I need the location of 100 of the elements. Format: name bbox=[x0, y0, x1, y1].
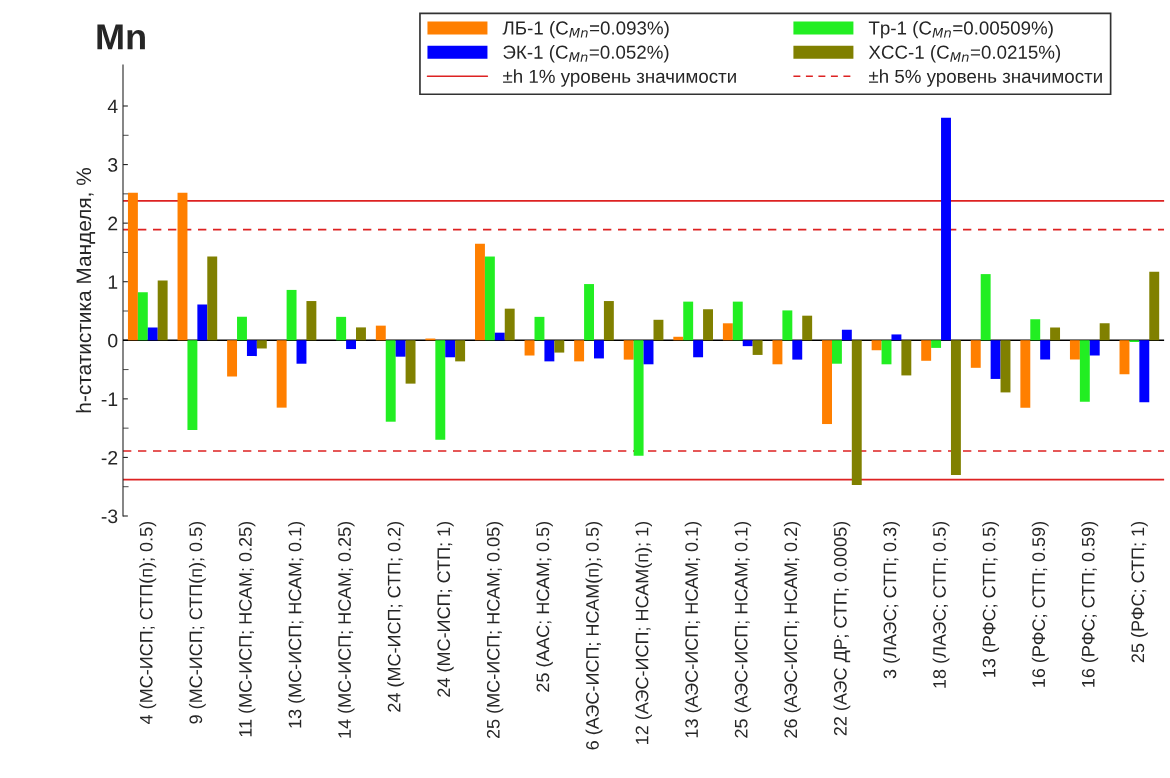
bar bbox=[435, 340, 446, 440]
x-tick-label: 16 (РФС; СТП; 0.59) bbox=[1081, 521, 1099, 687]
bar bbox=[227, 340, 238, 377]
bar bbox=[1139, 340, 1150, 403]
bar bbox=[177, 192, 188, 341]
bar bbox=[752, 340, 763, 355]
bar bbox=[831, 340, 842, 364]
x-tick-label: 13 (РФС; СТП; 0.5) bbox=[982, 521, 1000, 677]
bar bbox=[594, 340, 604, 359]
bar bbox=[703, 309, 713, 341]
bar bbox=[742, 340, 753, 347]
x-tick-label: 25 (МС-ИСП; НСАМ; 0.05) bbox=[486, 521, 504, 739]
y-tick-label: 3 bbox=[108, 158, 118, 172]
bar bbox=[970, 340, 981, 368]
bar bbox=[157, 280, 168, 341]
bar bbox=[385, 340, 396, 422]
bar bbox=[504, 308, 515, 341]
bar bbox=[1050, 327, 1061, 341]
y-tick-label: -1 bbox=[101, 392, 118, 406]
x-tick-label: 16 (РФС; СТП; 0.59) bbox=[1031, 521, 1049, 687]
bar bbox=[356, 327, 366, 341]
bar bbox=[286, 289, 297, 341]
bar bbox=[792, 340, 803, 360]
x-tick-label: 14 (МС-ИСП; НСАМ; 0.25) bbox=[337, 521, 355, 738]
bar bbox=[395, 340, 406, 357]
bar bbox=[772, 340, 783, 365]
bar bbox=[722, 323, 733, 341]
bar bbox=[256, 340, 267, 349]
bar bbox=[306, 301, 317, 341]
bar bbox=[544, 340, 555, 362]
legend-label: ±h 1% уровень значимости bbox=[503, 69, 736, 87]
bar bbox=[147, 327, 158, 341]
bar bbox=[732, 301, 743, 341]
y-tick-label: 0 bbox=[108, 333, 118, 348]
bar bbox=[276, 340, 287, 408]
x-tick-label: 11 (МС-ИСП; НСАМ; 0.25) bbox=[238, 521, 256, 737]
x-tick-label: 9 (МС-ИСП; СТП(п); 0.5) bbox=[188, 521, 206, 724]
bar bbox=[197, 304, 208, 341]
y-tick-label: -3 bbox=[101, 509, 118, 524]
bar bbox=[851, 340, 862, 485]
chart-title: Mn bbox=[97, 24, 145, 50]
bar bbox=[603, 301, 614, 341]
x-tick-label: 12 (АЭС-ИСП; НСАМ(п); 1) bbox=[635, 521, 652, 744]
bar bbox=[246, 340, 257, 357]
bar bbox=[1000, 340, 1011, 393]
bar bbox=[941, 117, 951, 341]
bar bbox=[841, 329, 852, 341]
x-tick-label: 3 (ЛАЭС; СТП; 0.3) bbox=[883, 521, 900, 679]
y-tick-label: 1 bbox=[108, 275, 118, 289]
legend-label: ЭК-1 (C$_{Mn}$=0.052%) bbox=[503, 45, 669, 63]
legend-label: ЛБ-1 (C$_{Mn}$=0.093%) bbox=[502, 20, 669, 39]
bar bbox=[822, 340, 832, 425]
bar bbox=[237, 316, 247, 341]
x-tick-label: 4 (МС-ИСП; СТП(п); 0.5) bbox=[139, 521, 157, 725]
bar bbox=[990, 340, 1001, 379]
bar bbox=[455, 340, 466, 362]
bar bbox=[187, 340, 198, 430]
bar bbox=[980, 274, 991, 341]
bar bbox=[643, 340, 654, 365]
bar bbox=[127, 192, 138, 341]
bar bbox=[921, 340, 932, 361]
bar bbox=[693, 340, 704, 358]
bar bbox=[445, 340, 456, 358]
bar bbox=[1030, 319, 1041, 341]
bar bbox=[881, 340, 892, 365]
x-tick-label: 25 (ААС; НСАМ; 0.5) bbox=[536, 521, 553, 692]
x-tick-label: 13 (АЭС-ИСП; НСАМ; 0.1) bbox=[684, 521, 702, 738]
bar bbox=[375, 325, 386, 341]
bar bbox=[484, 256, 495, 341]
bar bbox=[782, 310, 793, 341]
bar bbox=[554, 340, 565, 353]
bar bbox=[891, 334, 902, 341]
x-tick-label: 18 (ЛАЭС; СТП; 0.5) bbox=[932, 521, 950, 688]
bar bbox=[653, 319, 664, 341]
bar bbox=[475, 243, 485, 341]
x-tick-label: 22 (АЭС ДР; СТП; 0.0005) bbox=[833, 521, 851, 736]
bar bbox=[584, 284, 594, 341]
y-tick-label: -2 bbox=[101, 450, 118, 465]
bar bbox=[1069, 340, 1080, 360]
bar bbox=[1020, 340, 1031, 408]
bar bbox=[950, 340, 961, 475]
bar bbox=[524, 340, 535, 356]
bar bbox=[336, 316, 347, 341]
x-tick-label: 26 (АЭС-ИСП; НСАМ; 0.2) bbox=[783, 521, 801, 738]
bar bbox=[633, 340, 644, 456]
bar bbox=[623, 340, 634, 360]
y-axis-title: h-статистика Манделя, % bbox=[75, 168, 96, 413]
bar bbox=[574, 340, 585, 362]
bar bbox=[137, 292, 148, 341]
y-tick-label: 2 bbox=[108, 216, 118, 231]
x-tick-label: 24 (МС-ИСП; СТП; 1) bbox=[436, 521, 454, 697]
x-tick-label: 24 (МС-ИСП; СТП; 0.2) bbox=[387, 521, 405, 712]
x-tick-label: 25 (АЭС-ИСП; НСАМ; 0.1) bbox=[734, 521, 752, 738]
bar bbox=[802, 315, 813, 341]
bar bbox=[871, 340, 882, 351]
y-tick-label: 4 bbox=[107, 99, 118, 114]
bar bbox=[1089, 340, 1100, 356]
bar bbox=[346, 340, 357, 350]
bar bbox=[207, 256, 218, 341]
legend-label: ±h 5% уровень значимости bbox=[869, 69, 1102, 87]
